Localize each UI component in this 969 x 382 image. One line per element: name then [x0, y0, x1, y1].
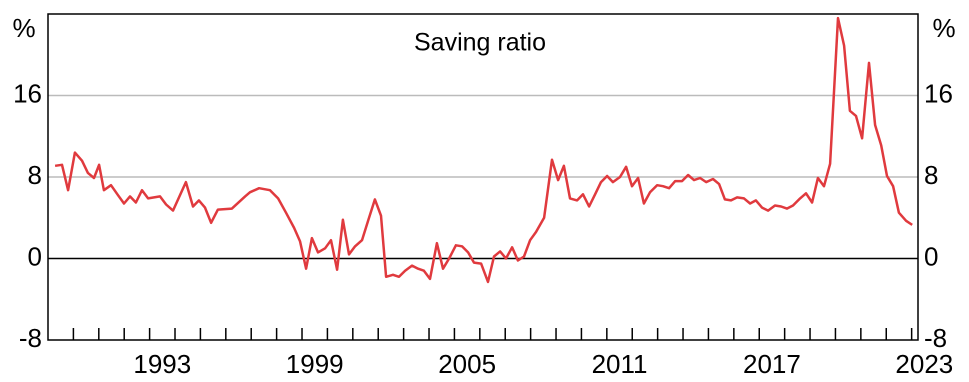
plot-frame: [47, 13, 919, 341]
y-tick-label-right: -8: [924, 323, 947, 353]
x-tick-label: 2011: [592, 349, 648, 379]
y-tick-label-right: 8: [924, 160, 938, 190]
x-tick-label: 1993: [133, 349, 191, 379]
y-tick-label: 16: [13, 78, 42, 108]
chart-title: Saving ratio: [414, 29, 546, 57]
y-tick-label-right: 0: [924, 241, 938, 271]
y-unit-left: %: [12, 13, 35, 43]
x-tick-label: 1999: [286, 349, 344, 379]
y-unit-right: %: [932, 13, 955, 43]
y-tick-label: -8: [19, 323, 42, 353]
x-tick-label: 2017: [743, 349, 801, 379]
y-tick-label: 8: [28, 160, 42, 190]
series-line: [54, 16, 913, 284]
x-tick-label: 2005: [438, 349, 496, 379]
x-tick-label: 2023: [895, 349, 953, 379]
y-tick-label: 0: [28, 241, 42, 271]
y-tick-label-right: 16: [924, 78, 953, 108]
